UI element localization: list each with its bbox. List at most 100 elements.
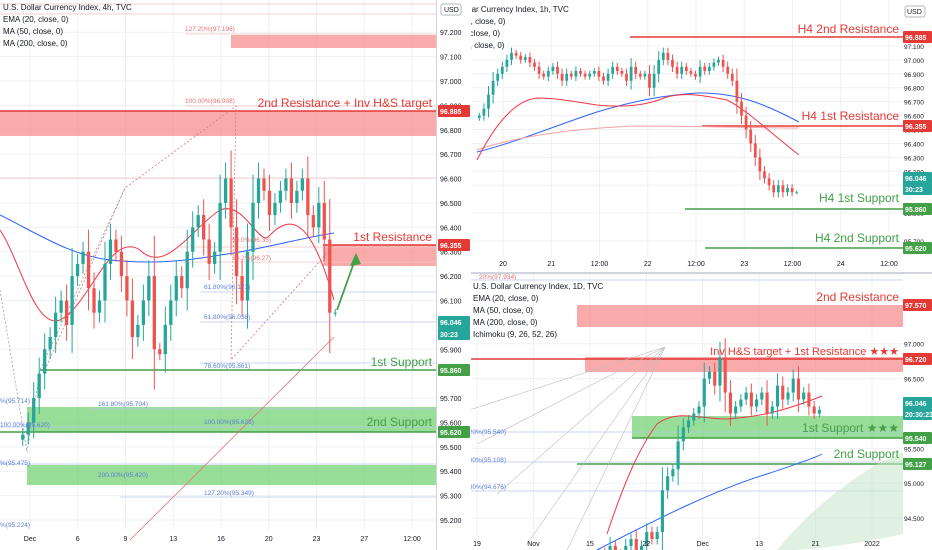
candle-body <box>125 276 129 301</box>
candle-body <box>43 349 47 374</box>
candle-body <box>802 392 806 400</box>
candle-body <box>643 73 647 77</box>
badge-countdown-1d-bg <box>903 408 932 420</box>
indicator-ema-1h[interactable]: EMA (20, close, 0) <box>440 17 506 26</box>
candle-body <box>676 441 680 470</box>
price-tick-label: 95.000 <box>904 481 924 488</box>
price-tick-label: 95.200 <box>440 518 462 525</box>
pane-divider-horizontal[interactable] <box>437 272 932 274</box>
badge-r1-1d: 96.720 <box>905 357 927 364</box>
candle-body <box>130 300 135 338</box>
time-tick-label: 9 <box>124 536 128 543</box>
price-tick-label: 96.100 <box>440 298 462 305</box>
price-tick-label: 97.100 <box>440 55 462 62</box>
candle-body <box>256 178 261 203</box>
time-tick-label: 27 <box>360 536 368 543</box>
price-tick-label: 95.500 <box>440 445 462 452</box>
candle-body <box>48 337 52 350</box>
candle-body <box>579 71 582 74</box>
badge-r1-4h-bg <box>438 239 470 251</box>
price-axis-4h-strip[interactable]: 97.20097.10097.00096.90096.80096.70096.6… <box>437 0 471 550</box>
candle-body <box>169 300 173 325</box>
indicator-ichimoku-1d[interactable]: Ichimoku (9, 26, 52, 26) <box>473 330 558 339</box>
candle-body <box>602 76 605 81</box>
label-h4-2nd-resistance: H4 2nd Resistance <box>798 22 900 36</box>
currency-label: USD <box>907 9 922 16</box>
ma50-line <box>0 214 335 263</box>
time-tick-label: Nov <box>527 541 540 548</box>
candle-body <box>817 409 821 414</box>
zone-2nd-resistance-1d <box>577 305 903 327</box>
candle-body <box>510 52 513 60</box>
price-tick-label: 96.200 <box>440 274 462 281</box>
chart-pane-1d[interactable]: 2nd Resistance Inv H&S target + 1st Resi… <box>437 274 932 550</box>
ema20-line-1d <box>606 395 823 535</box>
candle-body <box>565 73 569 81</box>
badge-s1-1d-bg <box>903 432 932 444</box>
candle-body <box>240 276 244 301</box>
ichimoku-cloud <box>777 452 903 550</box>
candle-body <box>744 115 748 130</box>
candle-body <box>786 188 789 193</box>
pane-divider-vertical[interactable] <box>436 0 437 550</box>
badge-r2-1d-bg <box>903 299 932 311</box>
badge-s2-4h: 95.620 <box>440 430 462 437</box>
fib-label-1d: .80%(94.676) <box>467 484 506 491</box>
price-axis-1d-strip[interactable]: 97.000 96.500 95.500 95.000 94.500 97.570 96.7… <box>903 274 932 550</box>
indicator-ema-1d[interactable]: EMA (20, close, 0) <box>473 294 539 303</box>
candle-body <box>749 392 753 407</box>
candle-body <box>597 71 601 77</box>
candle-body <box>328 239 332 313</box>
ema20-line-1h <box>476 94 800 161</box>
fib-label: 100.00%(95.635) <box>204 419 254 426</box>
candle-body <box>212 251 217 264</box>
projection-arrow-line <box>336 256 357 311</box>
indicator-ma200-1h[interactable]: MA (200, close, 0) <box>440 41 505 50</box>
candle-body <box>147 276 151 301</box>
indicator-ma200[interactable]: MA (200, close, 0) <box>3 39 68 48</box>
candle-body <box>223 178 228 203</box>
candle-body <box>519 55 523 60</box>
time-tick-label: 12:00 <box>784 261 802 268</box>
chart-1h-svg: H4 2nd Resistance H4 1st Resistance H4 1… <box>437 0 932 272</box>
indicator-ma200-1d[interactable]: MA (200, close, 0) <box>473 318 538 327</box>
time-tick-label: 6 <box>76 536 80 543</box>
price-tick-label: 96.800 <box>904 86 924 93</box>
candle-body <box>477 115 481 118</box>
candle-body <box>606 73 610 81</box>
candle-body <box>608 545 612 550</box>
chart-pane-4h[interactable]: 2nd Resistance + Inv H&S target 1st Resi… <box>0 0 436 550</box>
chart-pane-1h[interactable]: H4 2nd Resistance H4 1st Resistance H4 1… <box>437 0 932 272</box>
candle-body <box>491 80 495 95</box>
candle-body <box>300 178 305 191</box>
candle-body <box>648 73 651 88</box>
badge-s2-1d: 95.127 <box>905 462 927 469</box>
fib-label: 61.80%(96.038) <box>204 314 250 321</box>
candle-body <box>775 385 780 407</box>
candle-body <box>487 94 490 109</box>
price-axis-1h-strip[interactable]: 97.10097.00096.90096.80096.70096.60096.5… <box>903 0 932 272</box>
indicator-ma50[interactable]: MA (50, close, 0) <box>3 27 64 36</box>
candle-body <box>92 288 96 313</box>
candle-body <box>70 276 74 325</box>
candle-body <box>620 71 624 74</box>
price-tick-label: 95.500 <box>904 446 924 453</box>
candle-body <box>721 59 725 67</box>
indicator-ma50-1d[interactable]: MA (50, close, 0) <box>473 306 534 315</box>
badge-last-1h: 96.046 <box>905 176 927 183</box>
candle-body <box>681 427 685 442</box>
indicator-ema[interactable]: EMA (20, close, 0) <box>3 15 69 24</box>
candle-body <box>75 263 80 277</box>
candle-body <box>229 178 233 228</box>
price-tick-label: 94.500 <box>904 516 924 523</box>
badge-r2-1h: 96.885 <box>905 35 927 42</box>
candle-body <box>749 129 753 144</box>
candle-body <box>569 73 573 77</box>
price-tick-label: 96.400 <box>904 141 924 148</box>
candle-body <box>574 71 578 77</box>
badge-r2-1d: 97.570 <box>905 303 927 310</box>
fib-label: 100.00%(95.620) <box>0 422 50 429</box>
ma200-line-1h <box>476 125 800 151</box>
fib-label: %(95.224) <box>0 522 30 529</box>
currency-label: USD <box>444 7 459 14</box>
